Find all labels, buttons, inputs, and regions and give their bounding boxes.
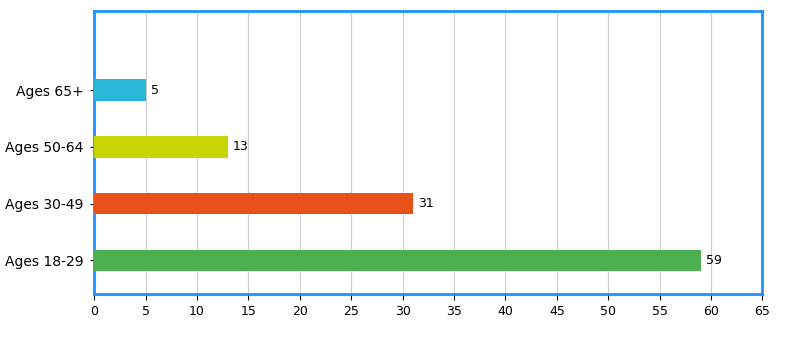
Bar	[94, 193, 413, 214]
Bar	[94, 136, 228, 158]
Bar	[94, 79, 145, 101]
Text: 59: 59	[706, 254, 722, 267]
Bar	[94, 250, 701, 271]
Text: 5: 5	[151, 84, 159, 97]
Text: 13: 13	[233, 140, 249, 153]
Text: 31: 31	[418, 197, 434, 210]
